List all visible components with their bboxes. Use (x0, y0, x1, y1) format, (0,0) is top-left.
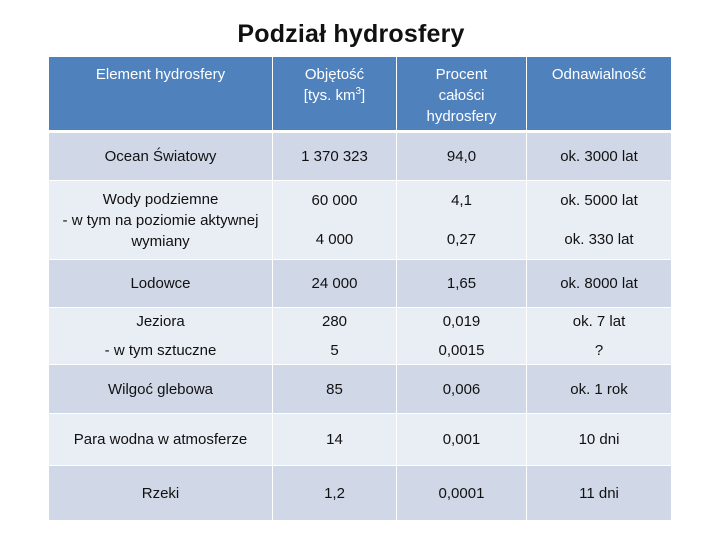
cell-renewal: 10 dni (527, 414, 671, 466)
cell-percent: 94,0 (397, 133, 527, 181)
cell-element: Para wodna w atmosferze (49, 414, 273, 466)
table-row: Lodowce 24 000 1,65 ok. 8000 lat (49, 260, 671, 308)
header-volume-unit-pre: [tys. km (303, 87, 356, 104)
cell-renewal-sub: ok. 330 lat (564, 231, 634, 248)
cell-element: Rzeki (49, 466, 273, 521)
table-header-row: Element hydrosfery Objętość [tys. km3] P… (49, 57, 671, 133)
cell-volume: 280 5 (273, 308, 397, 365)
cell-renewal: ok. 3000 lat (527, 133, 671, 181)
cell-renewal: ok. 8000 lat (527, 260, 671, 308)
cell-renewal-main: ok. 5000 lat (560, 192, 638, 209)
cell-volume-main: 280 (321, 313, 348, 330)
cell-percent-main: 4,1 (451, 192, 472, 209)
page-title: Podział hydrosfery (237, 20, 465, 48)
table-row: Jeziora - w tym sztuczne 280 5 0,019 0,0… (49, 308, 671, 365)
cell-percent-sub: 0,0015 (438, 342, 485, 359)
cell-volume: 14 (273, 414, 397, 466)
cell-element-main: Jeziora (136, 313, 185, 330)
cell-volume: 85 (273, 365, 397, 414)
cell-volume: 24 000 (273, 260, 397, 308)
cell-element: Ocean Światowy (49, 133, 273, 181)
cell-volume: 1 370 323 (273, 133, 397, 181)
header-percent: Procent całości hydrosfery (397, 57, 527, 133)
cell-element: Jeziora - w tym sztuczne (49, 308, 273, 365)
cell-element-line1: Wody podziemne (102, 190, 219, 208)
cell-element: Wody podziemne - w tym na poziomie aktyw… (49, 181, 273, 260)
table-row: Wody podziemne - w tym na poziomie aktyw… (49, 181, 671, 260)
table-row: Rzeki 1,2 0,0001 11 dni (49, 466, 671, 521)
cell-element: Lodowce (49, 260, 273, 308)
cell-volume-sub: 5 (330, 342, 339, 359)
cell-renewal: 11 dni (527, 466, 671, 521)
cell-percent: 0,019 0,0015 (397, 308, 527, 365)
header-volume-line1: Objętość (304, 66, 365, 83)
table-row: Wilgoć glebowa 85 0,006 ok. 1 rok (49, 365, 671, 414)
header-volume: Objętość [tys. km3] (273, 57, 397, 133)
cell-renewal-main: ok. 7 lat (572, 313, 626, 330)
cell-percent: 1,65 (397, 260, 527, 308)
cell-percent-sub: 0,27 (446, 231, 477, 248)
cell-percent: 0,006 (397, 365, 527, 414)
cell-volume: 60 000 4 000 (273, 181, 397, 260)
cell-volume-main: 60 000 (311, 192, 358, 209)
cell-renewal: ok. 5000 lat ok. 330 lat (527, 181, 671, 260)
header-volume-unit-sup: 3 (355, 86, 362, 97)
cell-volume-sub: 4 000 (315, 231, 354, 248)
table-row: Ocean Światowy 1 370 323 94,0 ok. 3000 l… (49, 133, 671, 181)
cell-percent: 4,1 0,27 (397, 181, 527, 260)
header-volume-unit-post: ] (361, 87, 366, 104)
cell-percent: 0,001 (397, 414, 527, 466)
table-row: Para wodna w atmosferze 14 0,001 10 dni (49, 414, 671, 466)
hydrosphere-table: Element hydrosfery Objętość [tys. km3] P… (49, 57, 671, 521)
cell-element-sub: - w tym sztuczne (104, 342, 217, 359)
header-element: Element hydrosfery (49, 57, 273, 133)
cell-element-line2: - w tym na poziomie aktywnej wymiany (62, 211, 259, 250)
header-renewal: Odnawialność (527, 57, 671, 133)
cell-renewal: ok. 1 rok (527, 365, 671, 414)
cell-volume: 1,2 (273, 466, 397, 521)
cell-percent: 0,0001 (397, 466, 527, 521)
cell-renewal: ok. 7 lat ? (527, 308, 671, 365)
cell-renewal-sub: ? (594, 342, 604, 359)
cell-percent-main: 0,019 (442, 313, 481, 330)
cell-element: Wilgoć glebowa (49, 365, 273, 414)
